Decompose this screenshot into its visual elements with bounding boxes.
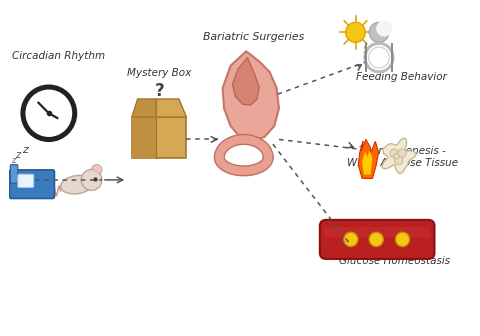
Text: Bariatric Surgeries: Bariatric Surgeries — [203, 32, 304, 42]
FancyBboxPatch shape — [10, 170, 54, 199]
Circle shape — [394, 153, 399, 159]
Polygon shape — [156, 99, 186, 117]
Circle shape — [369, 22, 389, 42]
Polygon shape — [132, 99, 156, 117]
Circle shape — [94, 167, 100, 173]
Circle shape — [365, 43, 393, 72]
Polygon shape — [382, 138, 416, 173]
FancyBboxPatch shape — [320, 220, 434, 259]
Circle shape — [346, 22, 365, 42]
Text: Circadian Rhythm: Circadian Rhythm — [12, 51, 105, 61]
Circle shape — [390, 149, 398, 158]
Text: Mystery Box: Mystery Box — [127, 68, 192, 78]
FancyBboxPatch shape — [324, 227, 430, 238]
Text: White Adipose Tissue: White Adipose Tissue — [347, 158, 458, 168]
Polygon shape — [359, 139, 379, 178]
FancyBboxPatch shape — [18, 174, 34, 187]
Polygon shape — [132, 117, 156, 158]
Circle shape — [81, 169, 102, 191]
FancyBboxPatch shape — [132, 117, 186, 158]
Text: Thermogenesis -: Thermogenesis - — [359, 146, 446, 156]
Text: ?: ? — [155, 82, 164, 100]
Text: z: z — [15, 150, 21, 160]
Circle shape — [396, 232, 409, 247]
FancyBboxPatch shape — [10, 165, 18, 183]
Ellipse shape — [60, 175, 93, 194]
Circle shape — [344, 232, 358, 247]
Circle shape — [24, 88, 73, 138]
Circle shape — [376, 20, 392, 37]
Text: Feeding Behavior: Feeding Behavior — [356, 72, 446, 82]
Polygon shape — [362, 150, 372, 175]
Polygon shape — [223, 51, 279, 140]
Circle shape — [369, 232, 383, 247]
Text: z: z — [22, 145, 27, 155]
Text: Glucose Homeostasis: Glucose Homeostasis — [339, 256, 451, 266]
Circle shape — [369, 47, 389, 68]
Circle shape — [92, 165, 102, 175]
Polygon shape — [232, 57, 259, 105]
Circle shape — [398, 149, 406, 158]
Text: z: z — [11, 156, 15, 165]
Circle shape — [395, 156, 403, 165]
Circle shape — [21, 85, 76, 141]
